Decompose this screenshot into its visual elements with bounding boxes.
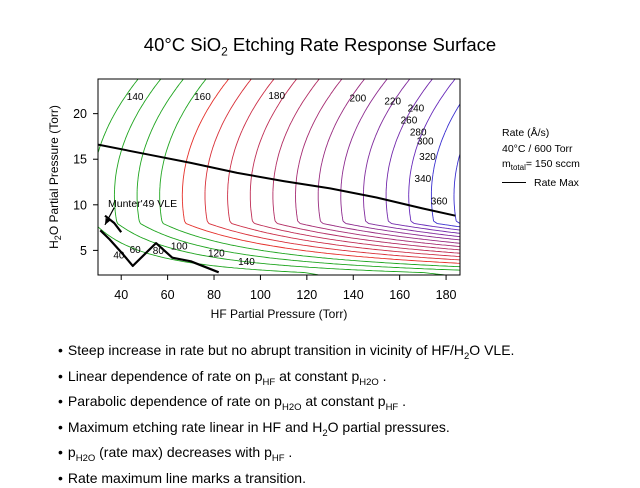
contour-chart: 40 60 80 100 120 140 160 180 5 10 15 20 140 160 180 2… <box>47 78 461 321</box>
bullet-item: Steep increase in rate but no abrupt tra… <box>58 341 515 367</box>
x-tick-label: 180 <box>436 288 457 302</box>
x-tick-label: 60 <box>161 288 175 302</box>
contour-label: 280 <box>410 127 427 138</box>
legend: Rate (Å/s) 40°C / 600 Torr mtotal= 150 s… <box>502 126 580 191</box>
y-tick-label: 10 <box>73 198 87 212</box>
bullet-item: Linear dependence of rate on pHF at cons… <box>58 367 514 393</box>
contour-label: 340 <box>415 174 432 185</box>
contour-label: 300 <box>417 136 434 147</box>
contour-line-40 <box>98 79 320 275</box>
vle-arrow-head <box>104 217 111 225</box>
x-tick-label: 120 <box>296 288 317 302</box>
x-tick-label: 100 <box>250 288 271 302</box>
x-tick-label: 160 <box>389 288 410 302</box>
contour-label: 360 <box>431 197 448 208</box>
page-title: 40°C SiO2 Etching Rate Response Surface <box>143 34 497 59</box>
contour-lines <box>98 79 460 275</box>
overlay-lines <box>98 143 456 274</box>
contour-line-260 <box>340 79 460 241</box>
x-axis-label: HF Partial Pressure (Torr) <box>211 307 348 321</box>
y-axis-label: H2O Partial Pressure (Torr) <box>47 105 63 249</box>
rate-max-swatch <box>502 182 526 184</box>
x-tick-label: 140 <box>343 288 364 302</box>
y-tick-label: 5 <box>80 244 87 258</box>
contour-line-180 <box>249 79 460 254</box>
contour-label: 180 <box>268 91 285 102</box>
contour-line-280 <box>362 79 460 238</box>
contour-line-100 <box>159 79 460 268</box>
legend-rate-max: Rate Max <box>502 176 580 192</box>
contour-label: 140 <box>238 257 255 268</box>
contour-label: 120 <box>208 249 225 260</box>
bullet-item: pH2O (rate max) decreases with pHF . <box>58 443 514 469</box>
contour-label: 60 <box>130 245 142 256</box>
contour-label: 140 <box>127 92 144 103</box>
bullet-item: Maximum etching rate linear in HF and H2… <box>58 418 514 444</box>
contour-line-220 <box>295 79 460 248</box>
contour-line-320 <box>408 79 460 231</box>
x-tick-label: 40 <box>114 288 128 302</box>
contour-label: 40 <box>113 250 125 261</box>
plot-frame <box>97 78 461 276</box>
contour-label: 200 <box>350 94 367 105</box>
contour-label: 100 <box>171 241 188 252</box>
bullet-list: Steep increase in rate but no abrupt tra… <box>58 341 515 488</box>
contour-label: 220 <box>384 96 401 107</box>
legend-flow: mtotal= 150 sccm <box>502 158 580 173</box>
vle-line-lower <box>99 229 220 274</box>
contour-line-60 <box>113 79 446 275</box>
legend-conditions: 40°C / 600 Torr <box>502 142 573 155</box>
vle-label: Munter'49 VLE <box>108 198 177 210</box>
y-axis-ticks: 5 10 15 20 <box>73 107 98 258</box>
y-tick-label: 20 <box>73 107 87 121</box>
contour-line-340 <box>430 103 460 228</box>
contour-label: 160 <box>194 92 211 103</box>
legend-rate-units: Rate (Å/s) <box>502 127 550 139</box>
contour-line-360 <box>453 153 460 224</box>
bullet-item: Rate maximum line marks a transition. <box>58 469 514 488</box>
y-tick-label: 15 <box>73 153 87 167</box>
contour-line-140 <box>204 79 460 261</box>
contour-label: 320 <box>419 152 436 163</box>
contour-line-160 <box>227 79 460 258</box>
contour-line-200 <box>272 79 460 251</box>
contour-line-120 <box>181 79 460 264</box>
x-tick-label: 80 <box>207 288 221 302</box>
x-axis-ticks: 40 60 80 100 120 140 160 180 <box>114 275 457 302</box>
contour-label: 80 <box>153 246 165 257</box>
bullet-item: Parabolic dependence of rate on pH2O at … <box>58 392 514 418</box>
contour-label: 240 <box>408 104 425 115</box>
rate-max-line <box>98 143 456 217</box>
contour-label: 260 <box>401 116 418 127</box>
